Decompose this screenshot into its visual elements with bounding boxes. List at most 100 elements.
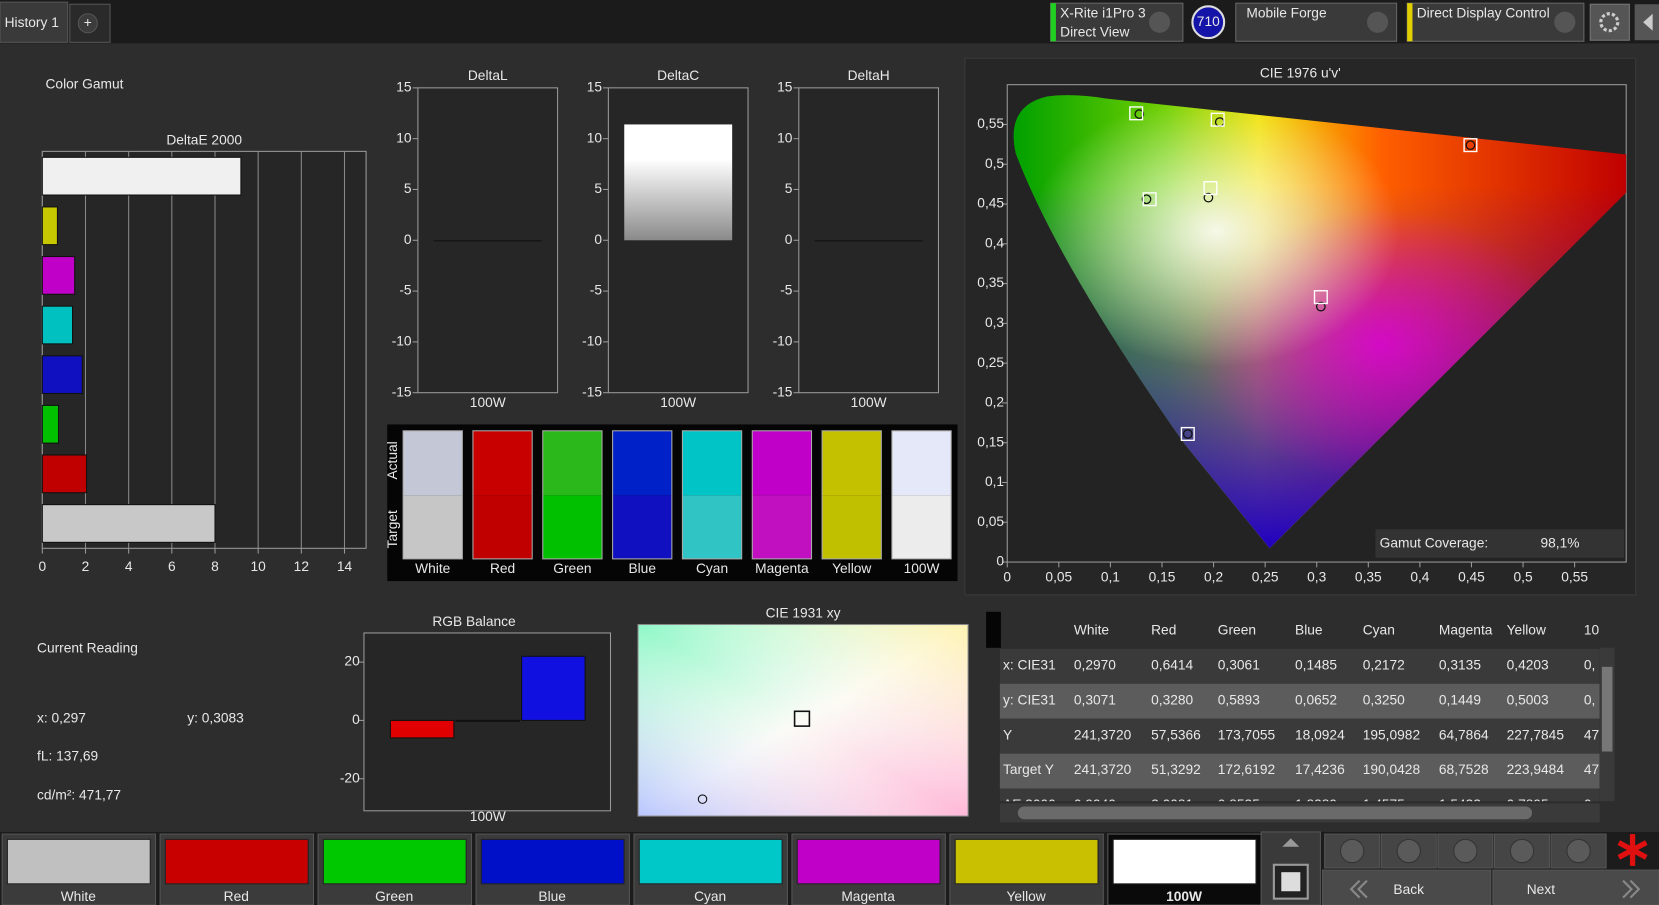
plot-area	[798, 87, 940, 394]
chart-title: DeltaE 2000	[166, 132, 242, 147]
y-tick-label: -20	[340, 770, 360, 785]
x-tick-label: 0	[38, 559, 46, 574]
column-header: Red	[1151, 622, 1176, 637]
y-tick-label: 5	[404, 181, 412, 196]
y-tick-label: 0,2	[985, 395, 1004, 410]
x-tick-label: 4	[125, 559, 133, 574]
table-cell: 17,4236	[1295, 762, 1345, 777]
reading-x: x: 0,297	[37, 710, 86, 725]
table-cell: 0,6414	[1151, 657, 1193, 672]
actual-point	[1141, 194, 1152, 205]
table-cell: 0,3135	[1439, 657, 1481, 672]
swatch-label: Cyan	[696, 561, 728, 576]
x-tick-label: 6	[168, 559, 176, 574]
x-tick-label: 0,4	[1410, 570, 1429, 585]
patch-color	[796, 838, 941, 885]
profile-dropdown[interactable]	[1366, 11, 1389, 33]
v-scroll-thumb[interactable]	[1601, 666, 1613, 752]
patch-label: White	[61, 889, 96, 904]
target-point	[1129, 106, 1144, 121]
y-tick-label: 0,3	[985, 315, 1004, 330]
back-label: Back	[1393, 882, 1424, 897]
table-cell: 241,3720	[1074, 727, 1132, 742]
x-tick-label: 0,35	[1355, 570, 1382, 585]
y-tick-label: 0	[352, 712, 360, 727]
table-row	[999, 718, 1600, 754]
y-tick-label: 0	[996, 554, 1004, 569]
swatch-frame	[612, 430, 673, 560]
reading-fl: fL: 137,69	[37, 748, 98, 763]
row-label: Target Y	[1003, 762, 1054, 777]
patch-color	[954, 838, 1099, 885]
table-cell: 1,5433	[1439, 797, 1481, 812]
swatch-frame	[472, 430, 533, 560]
swatch-label: Red	[490, 561, 515, 576]
add-tab-label: +	[84, 15, 92, 30]
step-up[interactable]	[1282, 838, 1300, 847]
swatch-actual	[403, 430, 463, 496]
table-header-marker	[986, 611, 1001, 648]
xy-actual	[697, 794, 708, 804]
actual-point	[1182, 429, 1193, 439]
bar	[814, 240, 923, 242]
meter-mode: Direct View	[1060, 24, 1129, 39]
meter-dropdown[interactable]	[1149, 11, 1171, 33]
x-tick-label: 0	[1003, 570, 1011, 585]
add-tab-icon	[77, 13, 98, 34]
coverage-label: Gamut Coverage:	[1380, 536, 1489, 551]
next-arrow	[1622, 879, 1641, 899]
bar	[389, 719, 455, 739]
reading-y: y: 0,3083	[187, 710, 244, 725]
display-dropdown[interactable]	[1554, 11, 1576, 33]
y-tick-label: 15	[396, 79, 412, 94]
x-tick-label: 100W	[851, 395, 887, 410]
swatch-row-label: Target	[385, 510, 400, 548]
table-cell: 2,0081	[1151, 797, 1193, 812]
control-icon	[1509, 838, 1535, 864]
target-point	[1180, 426, 1195, 441]
display-status	[1407, 3, 1413, 42]
table-row	[999, 683, 1600, 719]
swatch-actual	[752, 430, 812, 496]
alert-icon	[1617, 834, 1648, 866]
y-tick-label: -10	[773, 334, 793, 349]
y-tick-label: 0	[404, 232, 412, 247]
table-row	[999, 648, 1600, 684]
swatch-label: Magenta	[755, 561, 809, 576]
next-button[interactable]	[1492, 869, 1659, 905]
tab-label: History 1	[5, 15, 59, 30]
table-cell: 1,8389	[1295, 797, 1337, 812]
y-tick-label: 15	[777, 79, 793, 94]
y-tick-label: 0,05	[977, 514, 1004, 529]
y-tick-label: 10	[777, 130, 793, 145]
table-cell: 172,6192	[1218, 762, 1275, 777]
y-tick-label: 0,5	[985, 156, 1004, 171]
swatch-actual	[542, 430, 603, 496]
y-tick-label: 15	[587, 79, 603, 94]
tab[interactable]	[0, 1, 69, 43]
x-tick-label: 100W	[470, 809, 506, 824]
y-tick-label: 0	[785, 232, 793, 247]
swatch-label: 100W	[904, 561, 940, 576]
row-label: x: CIE31	[1003, 657, 1056, 672]
patch-label: Cyan	[694, 889, 726, 904]
table-cell: 0,9940	[1074, 797, 1116, 812]
actual-point	[1134, 109, 1145, 119]
badge-label: 710	[1197, 14, 1220, 29]
settings-icon	[1599, 12, 1620, 33]
target-point	[1463, 138, 1478, 153]
chart-title: DeltaC	[657, 68, 699, 83]
swatch-label: Blue	[628, 561, 656, 576]
table-cell: 0,2970	[1074, 657, 1116, 672]
back-button[interactable]	[1322, 869, 1492, 905]
table-cell: 64,7864	[1439, 727, 1489, 742]
bar	[41, 355, 83, 395]
settings-button[interactable]	[1589, 3, 1630, 41]
y-tick-label: 0	[594, 232, 602, 247]
table-cell: 0,1485	[1295, 657, 1337, 672]
table-cell: 0,2172	[1363, 657, 1405, 672]
patch-color	[164, 838, 309, 885]
h-scroll-thumb[interactable]	[1017, 806, 1533, 820]
spectral-locus	[1013, 95, 1627, 549]
